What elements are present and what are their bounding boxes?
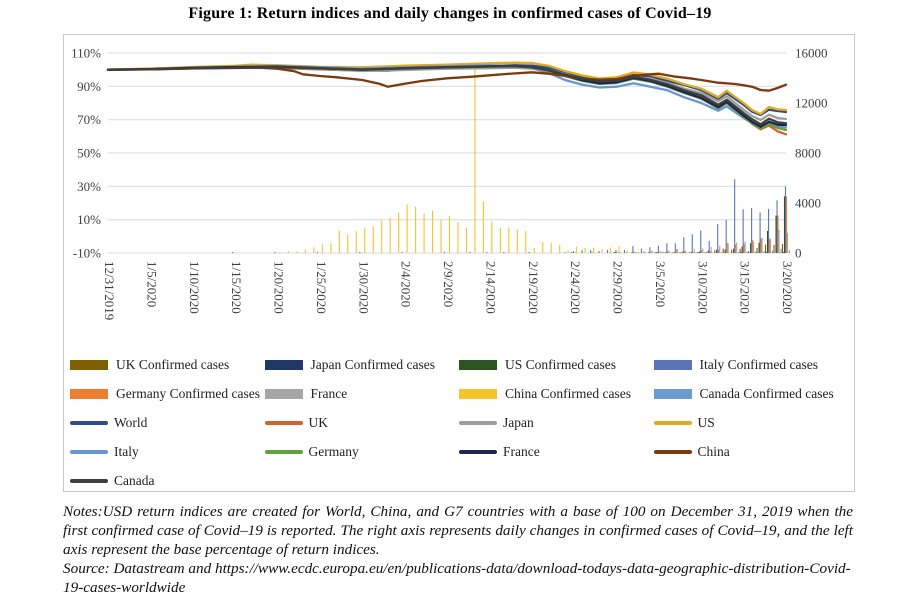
legend-label: China Confirmed cases (505, 386, 631, 401)
bars-italy-confirmed-cases (564, 179, 787, 254)
legend-label: Germany (308, 444, 359, 459)
line-swatch-us (653, 421, 692, 425)
line-swatch-world (70, 421, 108, 425)
bar-swatch-china-confirmed-cases (459, 389, 497, 399)
x-axis-tick: 1/15/2020 (229, 261, 244, 314)
legend-item-uk: UK (264, 415, 460, 431)
bar-swatch-us-confirmed-cases (459, 360, 497, 370)
legend-item-canada-confirmed-cases: Canada Confirmed cases (653, 386, 849, 402)
line-italy (106, 64, 788, 129)
legend-label: China (697, 444, 730, 459)
bars-canada-confirmed-cases (619, 248, 791, 254)
left-axis-tick: 30% (77, 179, 101, 194)
legend-item-france: France (459, 444, 654, 460)
legend-label: France (310, 386, 348, 401)
x-axis-tick: 2/24/2020 (568, 261, 583, 314)
chart-legend: UK Confirmed cases Japan Confirmed cases U… (70, 357, 848, 489)
x-axis-tick: 1/30/2020 (356, 261, 371, 314)
x-axis-tick: 3/15/2020 (738, 261, 753, 314)
bars-us-confirmed-cases (614, 196, 786, 254)
line-swatch-canada (70, 479, 108, 483)
x-axis-tick: 2/9/2020 (441, 261, 456, 307)
right-axis-tick: 12000 (795, 96, 828, 111)
bars-china-confirmed-cases (279, 63, 790, 254)
x-axis-tick: 1/5/2020 (144, 261, 159, 307)
bars-france (575, 229, 789, 254)
x-axis-tick: 2/4/2020 (399, 261, 414, 307)
bars-uk-confirmed-cases (637, 244, 784, 254)
legend-label: US Confirmed cases (505, 357, 616, 372)
left-axis-tick: 110% (71, 46, 101, 61)
bar-swatch-italy-confirmed-cases (653, 360, 692, 370)
legend-label: Canada Confirmed cases (699, 386, 834, 401)
bar-swatch-germany-confirmed-cases (70, 389, 108, 399)
legend-item-china: China (653, 444, 849, 460)
bars-japan-confirmed-cases (232, 252, 785, 253)
legend-item-japan-confirmed-cases: Japan Confirmed cases (264, 357, 460, 373)
bar-swatch-japan-confirmed-cases (264, 360, 303, 370)
legend-label: Italy Confirmed cases (699, 357, 818, 372)
x-axis-tick: 1/20/2020 (272, 261, 287, 314)
x-axis-tick: 3/10/2020 (695, 261, 710, 314)
x-axis-tick: 2/14/2020 (483, 261, 498, 314)
x-axis-tick: 12/31/2019 (102, 261, 117, 320)
legend-item-italy: Italy (70, 444, 265, 460)
legend-item-germany: Germany (264, 444, 460, 460)
chart-frame: 110% 90% 70% 50% 30% 10% -10% 16000 12000 8000 400… (63, 34, 855, 492)
line-swatch-uk (264, 421, 303, 425)
legend-item-us: US (653, 415, 849, 431)
line-swatch-japan (459, 421, 497, 425)
legend-label: Japan Confirmed cases (310, 357, 435, 372)
legend-item-world: World (70, 415, 265, 431)
right-axis-tick: 8000 (795, 146, 821, 161)
x-axis-tick: 2/29/2020 (611, 261, 626, 314)
legend-item-china-confirmed-cases: China Confirmed cases (459, 386, 654, 402)
legend-item-us-confirmed-cases: US Confirmed cases (459, 357, 654, 373)
line-china (106, 66, 788, 92)
line-canada (106, 65, 788, 126)
legend-label: Japan (503, 415, 534, 430)
right-axis-tick: 0 (795, 246, 802, 261)
left-axis-tick: 70% (77, 112, 101, 127)
right-axis-tick: 4000 (795, 196, 821, 211)
bar-swatch-uk-confirmed-cases (70, 360, 108, 370)
bar-swatch-canada-confirmed-cases (653, 389, 692, 399)
x-axis-tick: 3/20/2020 (780, 261, 795, 314)
combo-chart: 110% 90% 70% 50% 30% 10% -10% 16000 12000 8000 400… (71, 46, 828, 321)
line-swatch-italy (70, 450, 108, 454)
legend-item-france: France (264, 386, 460, 402)
left-axis-tick: 50% (77, 146, 101, 161)
legend-item-canada: Canada (70, 473, 265, 489)
right-axis-tick: 16000 (795, 46, 828, 61)
figure-notes: Notes:USD return indices are created for… (63, 502, 853, 597)
figure-title: Figure 1: Return indices and daily chang… (188, 5, 712, 22)
legend-item-germany-confirmed-cases: Germany Confirmed cases (70, 386, 265, 402)
legend-label: Canada (114, 473, 155, 488)
x-axis-tick: 1/10/2020 (187, 261, 202, 314)
x-axis-tick: 3/5/2020 (653, 261, 668, 307)
line-swatch-germany (264, 450, 303, 454)
legend-label: Italy (114, 444, 139, 459)
legend-label: UK (308, 415, 329, 430)
legend-item-uk-confirmed-cases: UK Confirmed cases (70, 357, 265, 373)
x-axis-tick: 1/25/2020 (314, 261, 329, 314)
legend-label: France (503, 444, 540, 459)
line-swatch-china (653, 450, 692, 454)
x-axis-tick: 2/19/2020 (526, 261, 541, 314)
notes-text: Notes:USD return indices are created for… (63, 503, 853, 558)
line-swatch-france (459, 450, 497, 454)
legend-label: UK Confirmed cases (116, 357, 230, 372)
left-axis-tick: -10% (73, 246, 101, 261)
legend-item-italy-confirmed-cases: Italy Confirmed cases (653, 357, 849, 373)
legend-item-japan: Japan (459, 415, 654, 431)
legend-label: World (114, 415, 148, 430)
legend-label: Germany Confirmed cases (116, 386, 260, 401)
legend-label: US (697, 415, 715, 430)
left-axis-tick: 90% (77, 79, 101, 94)
bars-germany-confirmed-cases (591, 196, 788, 253)
left-axis-tick: 10% (77, 212, 101, 227)
bar-swatch-france (264, 389, 303, 399)
source-text: Source: Datastream and https://www.ecdc.… (63, 560, 851, 596)
